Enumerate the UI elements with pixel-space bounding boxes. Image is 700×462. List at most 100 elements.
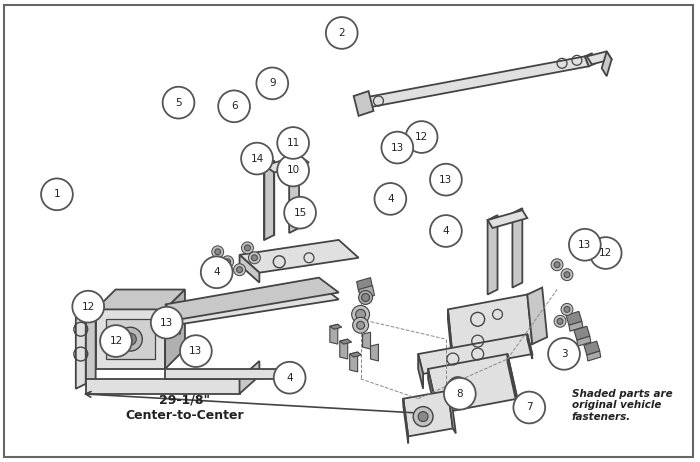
Polygon shape bbox=[356, 56, 589, 109]
Polygon shape bbox=[488, 215, 498, 294]
Circle shape bbox=[358, 291, 372, 304]
Circle shape bbox=[244, 245, 251, 251]
Text: 5: 5 bbox=[175, 97, 182, 108]
Polygon shape bbox=[584, 341, 600, 355]
Polygon shape bbox=[96, 290, 185, 310]
Text: 3: 3 bbox=[561, 349, 567, 359]
Text: 12: 12 bbox=[599, 248, 612, 258]
Text: 4: 4 bbox=[387, 194, 393, 204]
Circle shape bbox=[453, 382, 463, 392]
Circle shape bbox=[406, 121, 438, 153]
Polygon shape bbox=[566, 311, 582, 325]
Circle shape bbox=[513, 392, 545, 423]
Circle shape bbox=[413, 407, 433, 426]
Polygon shape bbox=[340, 339, 351, 344]
Circle shape bbox=[564, 306, 570, 312]
Text: 10: 10 bbox=[286, 165, 300, 176]
Circle shape bbox=[248, 252, 260, 264]
Text: 4: 4 bbox=[286, 373, 293, 383]
Polygon shape bbox=[85, 294, 96, 384]
Circle shape bbox=[554, 316, 566, 327]
Polygon shape bbox=[512, 208, 522, 287]
Text: 8: 8 bbox=[456, 389, 463, 399]
Text: 9: 9 bbox=[269, 79, 276, 88]
Circle shape bbox=[237, 267, 242, 273]
Polygon shape bbox=[585, 54, 596, 66]
Polygon shape bbox=[265, 161, 274, 240]
Polygon shape bbox=[448, 310, 453, 369]
Polygon shape bbox=[239, 361, 260, 394]
Text: 12: 12 bbox=[82, 302, 94, 312]
Polygon shape bbox=[574, 326, 590, 340]
Circle shape bbox=[590, 237, 622, 269]
Circle shape bbox=[72, 291, 104, 322]
Polygon shape bbox=[448, 294, 532, 359]
Polygon shape bbox=[363, 332, 370, 349]
Circle shape bbox=[118, 327, 142, 351]
Polygon shape bbox=[488, 210, 527, 228]
Polygon shape bbox=[289, 156, 299, 233]
Circle shape bbox=[180, 335, 212, 367]
Text: 4: 4 bbox=[214, 267, 220, 277]
Circle shape bbox=[284, 197, 316, 229]
Polygon shape bbox=[358, 286, 375, 299]
Polygon shape bbox=[165, 369, 279, 379]
Circle shape bbox=[356, 321, 365, 329]
Polygon shape bbox=[330, 324, 338, 344]
Circle shape bbox=[444, 378, 476, 410]
Text: 14: 14 bbox=[251, 153, 264, 164]
Circle shape bbox=[41, 178, 73, 210]
Text: 13: 13 bbox=[440, 175, 453, 185]
Polygon shape bbox=[508, 354, 517, 407]
Polygon shape bbox=[370, 344, 379, 361]
Polygon shape bbox=[354, 91, 374, 116]
Circle shape bbox=[561, 269, 573, 280]
Polygon shape bbox=[265, 156, 309, 172]
Polygon shape bbox=[527, 287, 547, 344]
Polygon shape bbox=[569, 321, 583, 331]
Polygon shape bbox=[340, 339, 348, 359]
Polygon shape bbox=[165, 285, 339, 324]
Circle shape bbox=[277, 127, 309, 159]
Text: 1: 1 bbox=[54, 189, 60, 199]
Text: 15: 15 bbox=[293, 207, 307, 218]
Polygon shape bbox=[76, 299, 85, 389]
Circle shape bbox=[557, 318, 563, 324]
Polygon shape bbox=[356, 278, 372, 292]
Circle shape bbox=[241, 242, 253, 254]
Circle shape bbox=[374, 183, 406, 215]
Polygon shape bbox=[330, 324, 342, 329]
Circle shape bbox=[100, 325, 132, 357]
Polygon shape bbox=[165, 290, 185, 369]
Circle shape bbox=[362, 293, 370, 301]
Text: Shaded parts are
original vehicle
fasteners.: Shaded parts are original vehicle fasten… bbox=[572, 389, 673, 422]
Polygon shape bbox=[577, 336, 591, 346]
Polygon shape bbox=[602, 51, 612, 76]
Polygon shape bbox=[239, 240, 358, 273]
Circle shape bbox=[418, 412, 428, 421]
Circle shape bbox=[251, 255, 258, 261]
Circle shape bbox=[356, 310, 365, 319]
Polygon shape bbox=[428, 369, 438, 424]
Circle shape bbox=[125, 333, 136, 345]
Polygon shape bbox=[587, 351, 601, 361]
Polygon shape bbox=[350, 352, 362, 357]
Polygon shape bbox=[428, 354, 517, 413]
Circle shape bbox=[569, 229, 601, 261]
Circle shape bbox=[150, 307, 183, 339]
Circle shape bbox=[212, 246, 224, 258]
Text: 13: 13 bbox=[189, 346, 202, 356]
Circle shape bbox=[430, 164, 462, 195]
Polygon shape bbox=[403, 399, 408, 444]
Circle shape bbox=[326, 17, 358, 49]
Text: 12: 12 bbox=[109, 336, 122, 346]
Polygon shape bbox=[418, 354, 423, 389]
Circle shape bbox=[201, 256, 232, 288]
Circle shape bbox=[274, 362, 305, 394]
Circle shape bbox=[551, 259, 563, 271]
Text: 13: 13 bbox=[160, 318, 174, 328]
Circle shape bbox=[277, 155, 309, 186]
Circle shape bbox=[448, 377, 468, 397]
Polygon shape bbox=[165, 278, 339, 319]
Circle shape bbox=[351, 305, 370, 323]
